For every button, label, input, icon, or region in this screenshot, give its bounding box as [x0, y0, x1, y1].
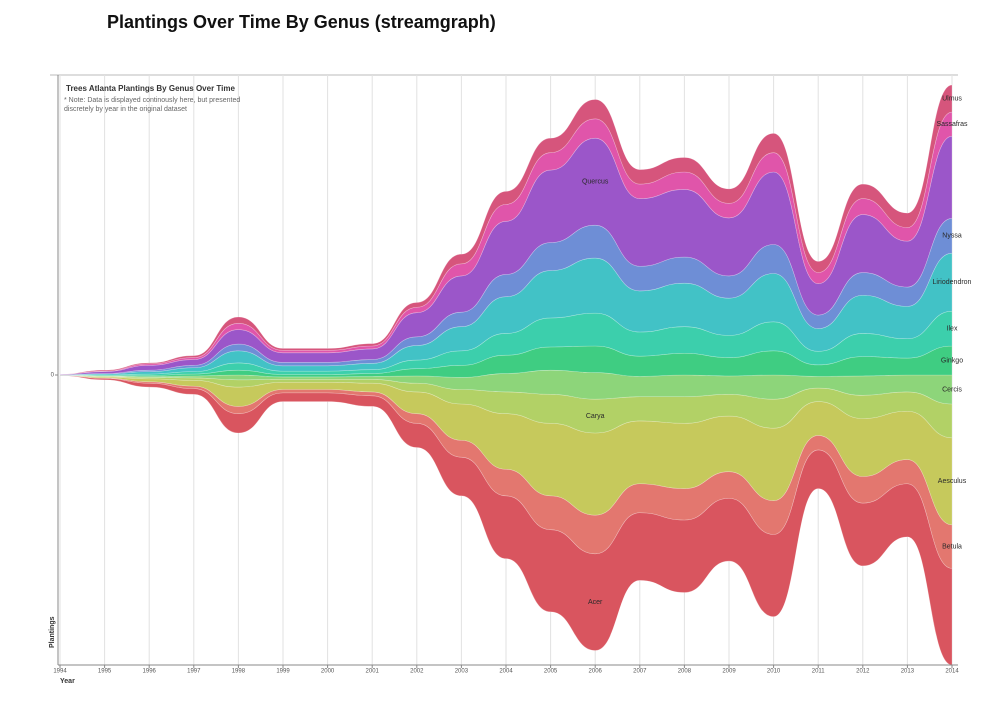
legend-label: Ilex [947, 325, 958, 332]
legend-label: Nyssa [942, 233, 962, 240]
x-tick-label: 2004 [499, 669, 513, 675]
note-box: * Note: Data is displayed continously he… [64, 97, 241, 113]
x-tick-label: 1996 [143, 669, 157, 675]
legend-label: Sassafras [936, 121, 968, 128]
legend-label: Ginkgo [941, 357, 963, 364]
x-tick-label: 2000 [321, 669, 335, 675]
x-tick-label: 1994 [53, 669, 67, 675]
legend-label: Ulmus [942, 95, 962, 102]
legend-label: Acer [588, 599, 603, 606]
stream-layer [59, 310, 953, 376]
legend-label: Aesculus [938, 478, 967, 485]
note: * Note: Data is displayed continously he… [64, 97, 241, 113]
x-tick-label: 2014 [945, 669, 959, 675]
x-tick-label: 2007 [633, 669, 647, 675]
x-tick-label: 2008 [678, 669, 692, 675]
x-tick-label: 2001 [366, 669, 380, 675]
chart-title: Plantings Over Time By Genus (streamgrap… [107, 12, 496, 32]
x-tick-label: 2002 [410, 669, 424, 675]
chart-subtitle: Trees Atlanta Plantings By Genus Over Ti… [66, 84, 235, 93]
legend-label: Cercis [942, 386, 962, 393]
legend-label: Liriodendron [933, 279, 972, 286]
x-tick-label: 2005 [544, 669, 558, 675]
x-tick-label: 1995 [98, 669, 112, 675]
x-axis-label: Year [60, 678, 75, 685]
x-tick-label: 2011 [812, 669, 826, 675]
stream-layer [59, 374, 953, 526]
x-tick-label: 2012 [856, 669, 870, 675]
x-tick-label: 2010 [767, 669, 781, 675]
x-tick-label: 2013 [901, 669, 915, 675]
y-axis-label: Plantings [49, 616, 56, 648]
stream-layer [59, 252, 953, 376]
legend-label: Quercus [582, 179, 609, 186]
stream-layer [59, 374, 953, 569]
stream-layer [59, 369, 953, 405]
x-tick-label: 1998 [232, 669, 246, 675]
x-tick-label: 2006 [589, 669, 603, 675]
legend-label: Betula [942, 543, 962, 550]
stream-layer [59, 345, 953, 378]
legend-label: Carya [586, 413, 605, 420]
x-tick-label: 1997 [187, 669, 201, 675]
labels: Acer Betula Aesculus Carya Cercis Ginkgo Ilex L… [582, 95, 972, 606]
x-tick-label: 1999 [276, 669, 290, 675]
layers [59, 84, 953, 666]
x-tick-label: 2009 [722, 669, 736, 675]
x-tick-label: 2003 [455, 669, 469, 675]
stream-layer [59, 84, 953, 375]
y-tick-label: 0 [51, 373, 55, 379]
